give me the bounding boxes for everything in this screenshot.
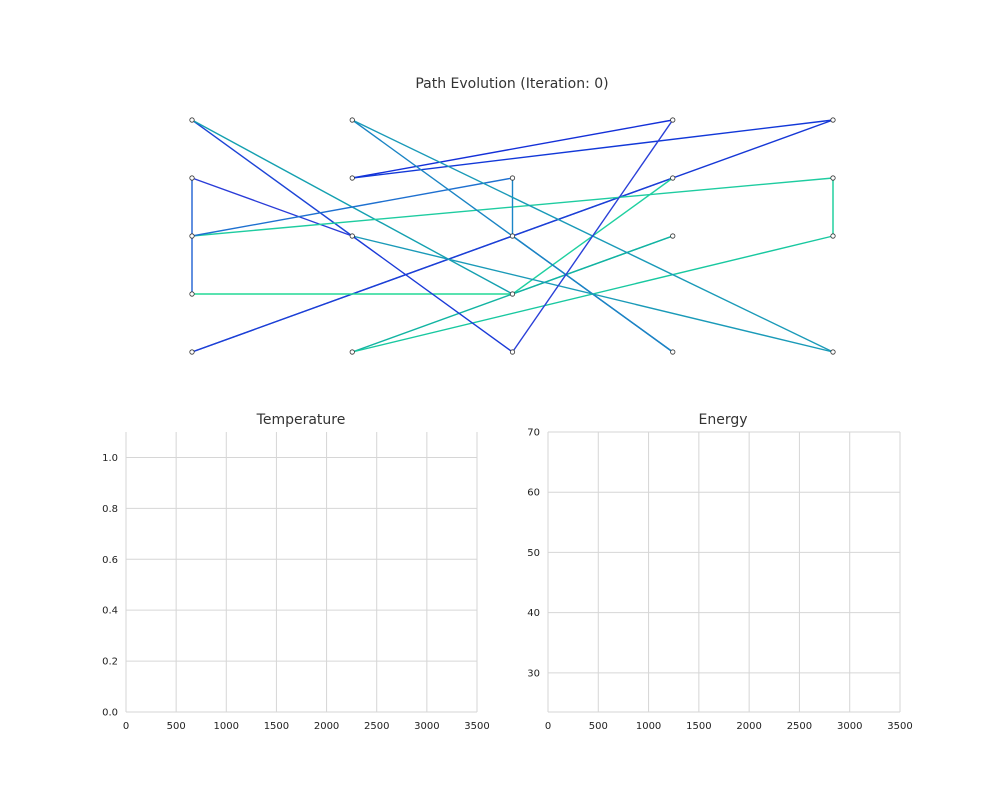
temperature-ticks: 0 500 1000 1500 2000 2500 3000 3500 0.0 0.2 0.4 0.6… bbox=[102, 453, 490, 732]
energy-y-tick-label: 50 bbox=[527, 548, 540, 559]
city-node bbox=[509, 291, 516, 297]
city-node bbox=[189, 175, 195, 181]
city-node bbox=[830, 233, 836, 239]
path-edge bbox=[191, 177, 353, 237]
temperature-x-tick-label: 0 bbox=[123, 721, 129, 732]
temperature-x-tick-label: 1500 bbox=[264, 721, 289, 732]
temperature-y-tick-label: 0.0 bbox=[102, 708, 118, 719]
path-edge bbox=[352, 235, 834, 353]
energy-x-tick-label: 3500 bbox=[887, 721, 912, 732]
city-node bbox=[349, 175, 355, 181]
temperature-x-tick-label: 1000 bbox=[214, 721, 239, 732]
city-node bbox=[189, 291, 195, 297]
energy-x-tick-label: 2000 bbox=[736, 721, 761, 732]
temperature-y-tick-label: 1.0 bbox=[102, 453, 118, 464]
city-node bbox=[830, 117, 836, 123]
city-node bbox=[670, 349, 676, 355]
temperature-x-tick-label: 500 bbox=[167, 721, 186, 732]
temperature-x-tick-label: 2000 bbox=[314, 721, 339, 732]
city-node bbox=[670, 175, 676, 181]
city-node bbox=[349, 117, 355, 123]
energy-grid bbox=[547, 431, 901, 713]
path-edge bbox=[352, 119, 834, 179]
temperature-x-tick-label: 3000 bbox=[414, 721, 439, 732]
energy-x-tick-label: 3000 bbox=[837, 721, 862, 732]
temperature-y-tick-label: 0.8 bbox=[102, 504, 118, 515]
energy-x-tick-label: 1000 bbox=[636, 721, 661, 732]
temperature-y-tick-label: 0.2 bbox=[102, 657, 118, 668]
temperature-grid bbox=[125, 432, 478, 713]
city-node bbox=[670, 233, 676, 239]
city-node bbox=[830, 349, 836, 355]
path-evolution-panel: Path Evolution (Iteration: 0) bbox=[189, 76, 836, 355]
temperature-x-tick-label: 3500 bbox=[464, 721, 489, 732]
energy-x-tick-label: 500 bbox=[589, 721, 608, 732]
city-node bbox=[509, 175, 516, 181]
city-node bbox=[189, 233, 195, 239]
city-node bbox=[509, 233, 516, 239]
path-edge bbox=[191, 177, 513, 237]
path-edge bbox=[511, 119, 674, 353]
energy-title: Energy bbox=[698, 412, 747, 428]
city-node bbox=[509, 349, 516, 355]
path-evolution-title: Path Evolution (Iteration: 0) bbox=[415, 76, 608, 92]
path-edges bbox=[191, 119, 834, 353]
city-node bbox=[349, 233, 355, 239]
path-edge bbox=[352, 119, 673, 179]
path-nodes bbox=[189, 117, 836, 355]
temperature-panel: Temperature 0 500 1000 1500 2000 2500 3000 3500… bbox=[102, 412, 490, 732]
temperature-y-tick-label: 0.4 bbox=[102, 606, 118, 617]
energy-y-tick-label: 70 bbox=[527, 428, 540, 439]
energy-x-tick-label: 1500 bbox=[686, 721, 711, 732]
temperature-y-tick-label: 0.6 bbox=[102, 555, 118, 566]
city-node bbox=[349, 349, 355, 355]
energy-ticks: 0 500 1000 1500 2000 2500 3000 3500 30 40 50 60 70 bbox=[527, 428, 912, 733]
city-node bbox=[189, 349, 195, 355]
energy-panel: Energy 0 500 1000 1500 2000 2500 3000 3500 30 40 5… bbox=[527, 412, 912, 732]
temperature-title: Temperature bbox=[256, 412, 346, 428]
temperature-x-tick-label: 2500 bbox=[364, 721, 389, 732]
path-edge bbox=[351, 235, 513, 353]
energy-y-tick-label: 40 bbox=[527, 608, 540, 619]
path-edge bbox=[191, 119, 353, 237]
city-node bbox=[670, 117, 676, 123]
energy-x-tick-label: 2500 bbox=[787, 721, 812, 732]
energy-x-tick-label: 0 bbox=[545, 721, 551, 732]
city-node bbox=[189, 117, 195, 123]
energy-y-tick-label: 60 bbox=[527, 488, 540, 499]
city-node bbox=[830, 175, 836, 181]
energy-y-tick-label: 30 bbox=[527, 668, 540, 679]
path-edge bbox=[191, 177, 673, 353]
